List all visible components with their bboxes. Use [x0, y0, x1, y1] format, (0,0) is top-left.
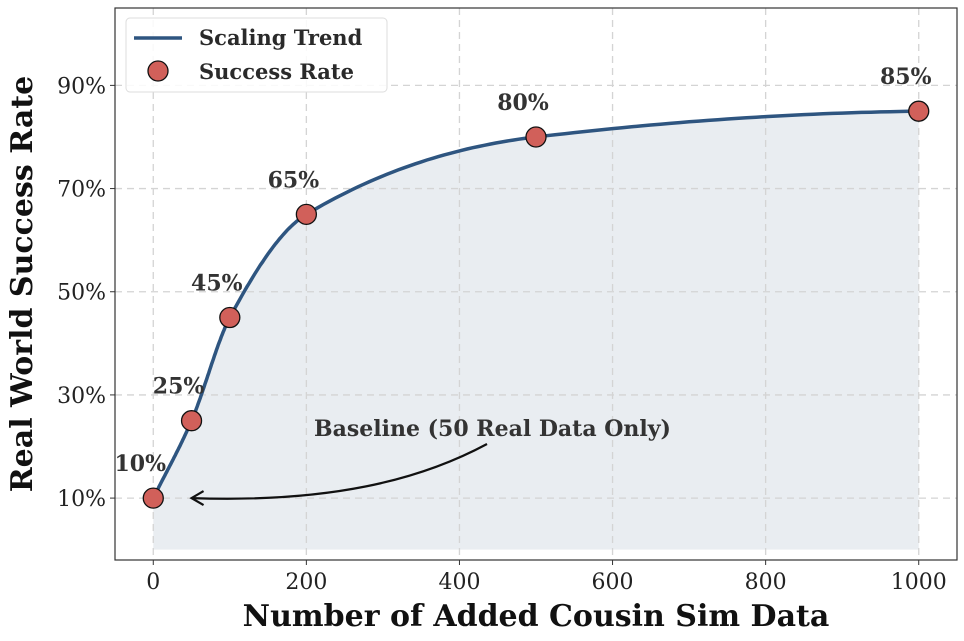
legend-box	[125, 17, 388, 93]
success-rate-point	[908, 100, 930, 122]
legend-label-success: Success Rate	[199, 59, 354, 84]
success-rate-point	[295, 203, 318, 226]
success-rate-point	[219, 306, 241, 329]
success-rate-point	[142, 487, 164, 509]
y-tick-label: 30%	[57, 384, 106, 409]
data-label: 65%	[268, 167, 320, 193]
legend-label-trend: Scaling Trend	[199, 25, 363, 50]
legend-marker-icon	[147, 60, 169, 82]
x-tick-label: 200	[285, 570, 327, 595]
x-tick-label: 400	[438, 570, 480, 595]
x-axis-label: Number of Added Cousin Sim Data	[243, 599, 830, 634]
y-axis-label: Real World Success Rate	[5, 76, 40, 493]
legend: Scaling Trend Success Rate	[125, 17, 388, 93]
x-tick-label: 600	[592, 570, 634, 595]
x-tick-label: 0	[146, 570, 160, 595]
y-axis-ticks: 10% 30% 50% 70% 90%	[57, 74, 115, 512]
success-rate-point	[525, 126, 547, 148]
y-tick-label: 70%	[57, 178, 106, 203]
x-tick-label: 1000	[891, 570, 947, 595]
plot-frame	[114, 7, 958, 561]
grid-overlay	[115, 8, 957, 560]
success-rate-point	[180, 410, 203, 432]
y-tick-label: 10%	[57, 487, 106, 512]
y-tick-label: 90%	[57, 74, 106, 99]
data-label: 10%	[115, 451, 167, 477]
scaling-trend-line	[151, 109, 919, 499]
data-label: 45%	[191, 271, 243, 297]
x-axis-ticks: 0 200 400 600 800 1000	[146, 560, 947, 595]
baseline-annotation: Baseline (50 Real Data Only)	[314, 416, 671, 442]
annotation-arrowhead	[189, 490, 205, 507]
annotation-arrow	[191, 443, 488, 500]
data-label: 80%	[497, 90, 549, 116]
data-labels: 10% 25% 45% 65% 80% 85%	[115, 64, 932, 477]
data-label: 85%	[880, 64, 932, 90]
y-tick-label: 50%	[57, 281, 106, 306]
data-label: 25%	[153, 374, 205, 400]
success-rate-points	[142, 100, 930, 509]
trend-fill-area	[153, 111, 919, 550]
x-tick-label: 800	[745, 570, 787, 595]
